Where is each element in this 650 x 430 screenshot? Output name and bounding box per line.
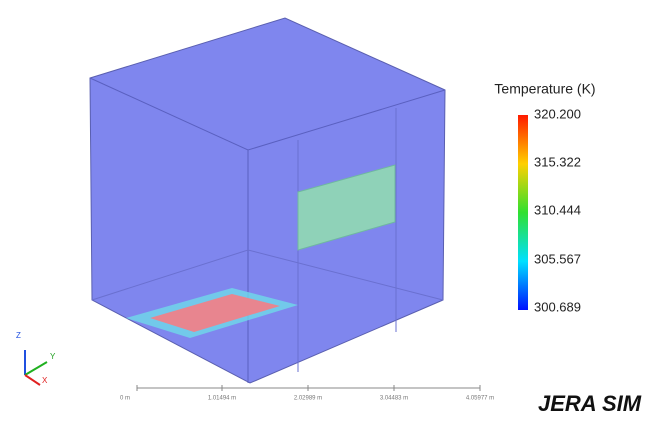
box-edge bbox=[91, 249, 444, 301]
scale-label: 0 m bbox=[120, 396, 130, 402]
window-panel bbox=[297, 164, 396, 251]
colorbar-tick: 320.200 bbox=[534, 106, 581, 121]
colorbar: Temperature (K) 320.200 315.322 310.444 … bbox=[494, 81, 595, 315]
axis-y bbox=[24, 361, 48, 376]
colorbar-tick: 305.567 bbox=[534, 251, 581, 266]
scale-label: 2.02989 m bbox=[294, 396, 322, 402]
axis-label: Z bbox=[16, 331, 21, 340]
colorbar-gradient bbox=[518, 115, 528, 310]
logo-text: JERA SIM bbox=[538, 391, 642, 416]
scale-label: 1.01494 m bbox=[208, 396, 236, 402]
axis-triad: Z Y X bbox=[16, 331, 56, 386]
scale-label: 3.04483 m bbox=[380, 396, 408, 402]
scale-bar bbox=[136, 385, 481, 391]
colorbar-title: Temperature (K) bbox=[494, 81, 595, 97]
colorbar-tick: 315.322 bbox=[534, 154, 581, 169]
heater-panel bbox=[150, 294, 280, 332]
colorbar-tick: 310.444 bbox=[534, 202, 581, 217]
axis-label: Y bbox=[50, 352, 56, 361]
scale-label: 4.05977 m bbox=[466, 396, 494, 402]
domain-box bbox=[89, 17, 446, 384]
axis-label: X bbox=[42, 376, 48, 385]
colorbar-tick: 300.689 bbox=[534, 299, 581, 314]
axis-x bbox=[24, 374, 41, 386]
logo: JERA SIM bbox=[538, 391, 642, 416]
